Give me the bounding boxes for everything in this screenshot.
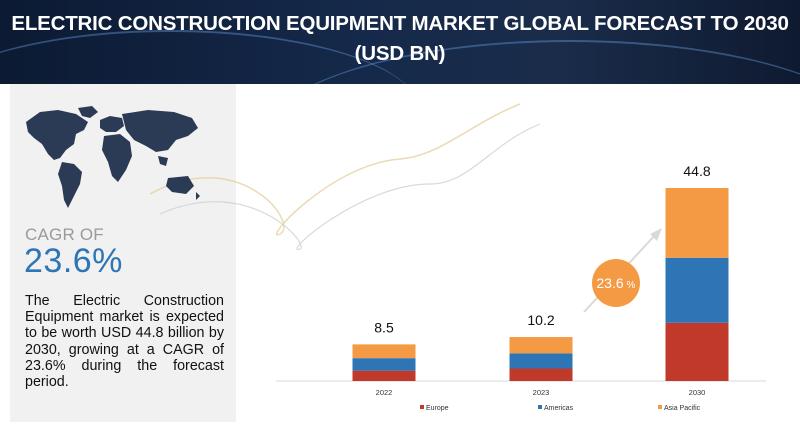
bar-segment-americas-2022 [352,358,416,371]
cagr-bubble [592,259,640,307]
page-title: ELECTRIC CONSTRUCTION EQUIPMENT MARKET G… [0,9,800,69]
title-line-1: ELECTRIC CONSTRUCTION EQUIPMENT MARKET G… [11,12,789,35]
cagr-bubble-number: 23.6 [596,275,623,291]
legend-label-europe: Europe [426,405,449,412]
header-light-streak [0,30,420,84]
legend-label-asia-pacific: Asia Pacific [664,405,701,412]
bar-segment-asia-pacific-2030 [665,188,729,258]
header-banner: ELECTRIC CONSTRUCTION EQUIPMENT MARKET G… [0,0,800,84]
title-line-2: (USD BN) [354,42,446,65]
decorative-swirl [149,103,541,250]
market-description: The Electric Construction Equipment mark… [25,293,224,391]
legend-swatch-europe [420,405,424,409]
data-label-total-2023: 10.2 [527,312,554,328]
bar-segment-americas-2030 [665,257,729,323]
stacked-bar-chart: 8.5 2022 10.2 2023 44.8 2030 23.6 % Europe Ame… [276,163,766,412]
cagr-label: CAGR OF [25,225,104,244]
world-map-icon [26,106,200,208]
x-tick-label-2022: 2022 [376,388,393,397]
cagr-value: 23.6% [24,242,123,280]
header-light-streak [260,40,800,84]
bar-segment-europe-2022 [352,370,416,381]
x-tick-label-2030: 2030 [689,388,706,397]
legend-label-americas: Americas [544,405,574,412]
bar-segment-europe-2023 [509,368,573,381]
legend-swatch-asia-pacific [658,405,662,409]
x-tick-label-2023: 2023 [533,388,550,397]
bar-segment-asia-pacific-2023 [509,337,573,354]
growth-arrowhead [650,228,662,241]
bar-segment-americas-2023 [509,353,573,369]
data-label-total-2022: 8.5 [374,319,394,335]
cagr-bubble-unit: % [627,280,636,291]
legend-swatch-americas [538,405,542,409]
data-label-total-2030: 44.8 [683,163,710,179]
bar-segment-europe-2030 [665,322,729,381]
bar-segment-asia-pacific-2022 [352,344,416,359]
